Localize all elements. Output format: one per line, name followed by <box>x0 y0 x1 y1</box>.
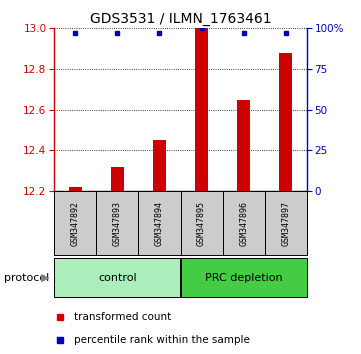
Text: GSM347893: GSM347893 <box>113 200 122 246</box>
Bar <box>54 191 96 255</box>
Text: ▶: ▶ <box>41 273 49 283</box>
Text: GSM347894: GSM347894 <box>155 200 164 246</box>
Text: GSM347896: GSM347896 <box>239 200 248 246</box>
Text: transformed count: transformed count <box>74 312 171 322</box>
Text: GSM347892: GSM347892 <box>71 200 80 246</box>
Bar <box>279 53 292 191</box>
Bar <box>237 99 250 191</box>
Bar <box>138 191 180 255</box>
Bar <box>223 191 265 255</box>
Bar <box>111 167 123 191</box>
Bar <box>54 258 180 297</box>
Text: PRC depletion: PRC depletion <box>205 273 283 283</box>
Text: GSM347895: GSM347895 <box>197 200 206 246</box>
Text: protocol: protocol <box>4 273 49 283</box>
Text: GDS3531 / ILMN_1763461: GDS3531 / ILMN_1763461 <box>90 12 271 27</box>
Bar <box>195 28 208 191</box>
Bar <box>153 140 166 191</box>
Text: GSM347897: GSM347897 <box>281 200 290 246</box>
Text: percentile rank within the sample: percentile rank within the sample <box>74 335 250 346</box>
Bar <box>180 191 223 255</box>
Text: control: control <box>98 273 136 283</box>
Bar <box>69 187 82 191</box>
Bar <box>180 258 307 297</box>
Bar <box>96 191 138 255</box>
Bar <box>265 191 307 255</box>
